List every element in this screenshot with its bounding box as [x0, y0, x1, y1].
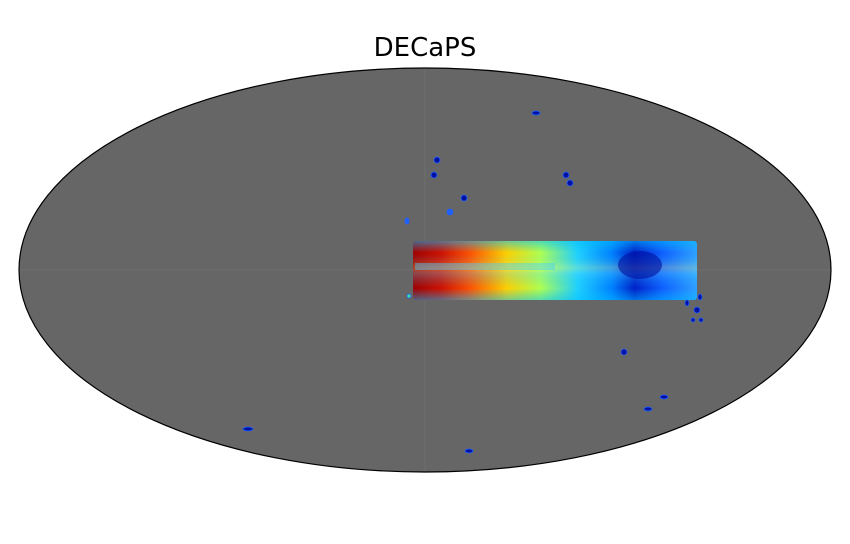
field: [433, 156, 441, 164]
field: [690, 317, 696, 323]
field: [531, 110, 541, 116]
field: [406, 293, 412, 299]
field: [242, 426, 254, 432]
field: [643, 406, 653, 412]
isolated-fields: [242, 110, 704, 454]
field: [659, 394, 669, 400]
field: [693, 306, 701, 314]
field: [430, 171, 438, 179]
field: [446, 208, 454, 216]
field: [697, 293, 703, 301]
survey-footprint: [413, 241, 697, 300]
dark-patch: [618, 251, 662, 279]
field: [684, 299, 690, 307]
field: [562, 171, 570, 179]
field: [698, 317, 704, 323]
field: [566, 179, 574, 187]
dust-lane: [415, 263, 555, 270]
field: [404, 217, 410, 225]
field: [464, 448, 474, 454]
map-outline: [18, 67, 832, 473]
map-title: DECaPS: [374, 33, 477, 63]
field: [620, 348, 628, 356]
field: [460, 194, 468, 202]
